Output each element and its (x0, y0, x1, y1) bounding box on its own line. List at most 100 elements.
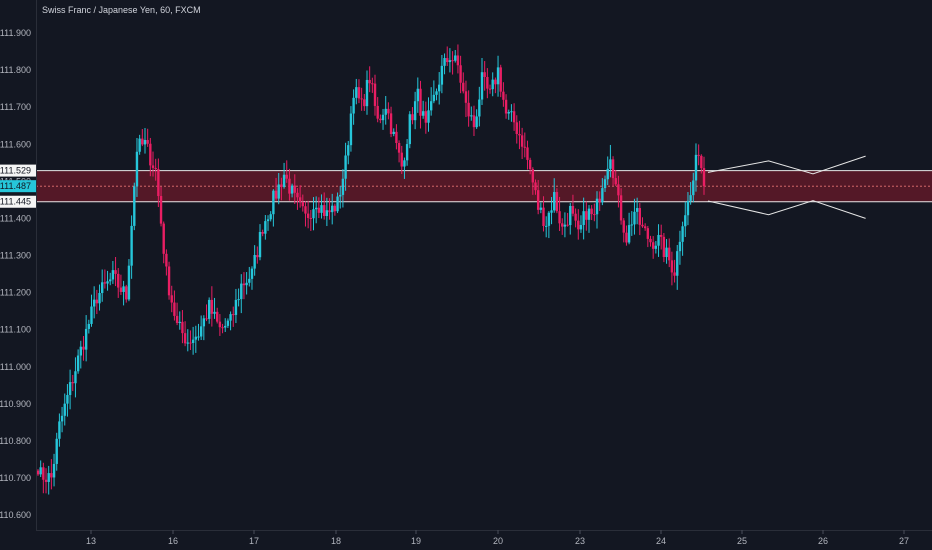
candle (191, 326, 195, 355)
candle-body (339, 194, 342, 197)
candle (603, 175, 607, 192)
candle (36, 469, 40, 476)
candle (416, 77, 420, 113)
candle-body (74, 371, 77, 384)
candle-body (446, 58, 449, 63)
candle (577, 209, 580, 240)
candle-body (274, 190, 278, 199)
candle (488, 84, 492, 94)
candle (213, 297, 216, 319)
candle-body (702, 168, 706, 187)
projection-lower-path (707, 200, 866, 219)
candle (138, 134, 141, 155)
candle-body (36, 470, 40, 475)
candle-body (44, 479, 48, 482)
candle-body (106, 281, 109, 284)
candle-body (111, 270, 115, 280)
candle-body (87, 323, 91, 329)
candle (641, 217, 644, 228)
candle-body (657, 234, 660, 246)
candle-body (309, 217, 313, 219)
candle-body (98, 292, 101, 304)
candle-body (507, 112, 510, 114)
candle (304, 201, 307, 227)
candle (700, 154, 703, 174)
candle-body (601, 188, 604, 203)
candle-body (443, 58, 446, 66)
candle (381, 108, 385, 130)
candle-body (373, 83, 377, 106)
lower-level-tag-bg (0, 195, 36, 208)
candle-body (210, 299, 214, 314)
candle-body (306, 213, 310, 218)
candle-body (635, 208, 639, 212)
candle (523, 132, 526, 158)
candle (365, 70, 369, 115)
candle-body (130, 225, 133, 266)
candle (344, 142, 347, 191)
candle (585, 201, 588, 231)
candle-body (665, 247, 668, 258)
candle-body (151, 165, 155, 168)
candle (52, 453, 56, 487)
candle-body (360, 98, 363, 100)
candle (435, 88, 438, 101)
x-axis: 13 16 17 18 19 20 23 24 25 26 27 (36, 530, 932, 546)
candle (427, 97, 430, 132)
candle-body (550, 210, 553, 213)
y-tick-label: 111.400 (0, 213, 31, 223)
candle (470, 106, 473, 121)
candle-body (411, 114, 414, 121)
candle (253, 245, 256, 276)
candle (657, 224, 660, 257)
candle (229, 311, 232, 331)
candle-body (515, 122, 518, 134)
candle (371, 77, 374, 93)
candle (419, 80, 422, 129)
y-axis-bg (0, 0, 36, 530)
candle-body (467, 102, 470, 117)
candle-body (317, 207, 321, 213)
candle (499, 64, 502, 98)
candle-body (63, 403, 66, 416)
candle-body (392, 131, 395, 135)
candle (341, 169, 345, 208)
candle (122, 280, 125, 306)
candle-body (678, 241, 682, 252)
candle (397, 140, 401, 163)
candle (630, 211, 633, 236)
candle (542, 196, 545, 232)
candle (95, 289, 99, 315)
candle-body (197, 336, 200, 338)
candle (395, 124, 398, 150)
candle-body (355, 87, 358, 98)
candle (119, 274, 123, 295)
candle-body (502, 91, 505, 100)
candle (531, 167, 535, 195)
candle-body (440, 65, 444, 85)
candle-body (328, 210, 331, 213)
candle (384, 96, 387, 125)
candle-body (143, 140, 147, 145)
candle-body (638, 208, 642, 225)
candle (202, 315, 206, 341)
candle (349, 106, 353, 152)
candle (507, 109, 510, 120)
candle-body (371, 83, 374, 85)
candle-body (304, 206, 307, 214)
candle (534, 179, 537, 195)
candle-body (700, 155, 703, 169)
candle (558, 196, 561, 232)
candle-body (133, 186, 136, 226)
candle (622, 218, 625, 243)
candle-body (400, 152, 403, 167)
candle (290, 183, 294, 198)
candle-body (183, 333, 187, 344)
candle-body (462, 82, 465, 92)
candle (261, 229, 264, 237)
candle-body (68, 382, 72, 396)
candle-body (488, 88, 492, 90)
candle-body (290, 185, 294, 194)
